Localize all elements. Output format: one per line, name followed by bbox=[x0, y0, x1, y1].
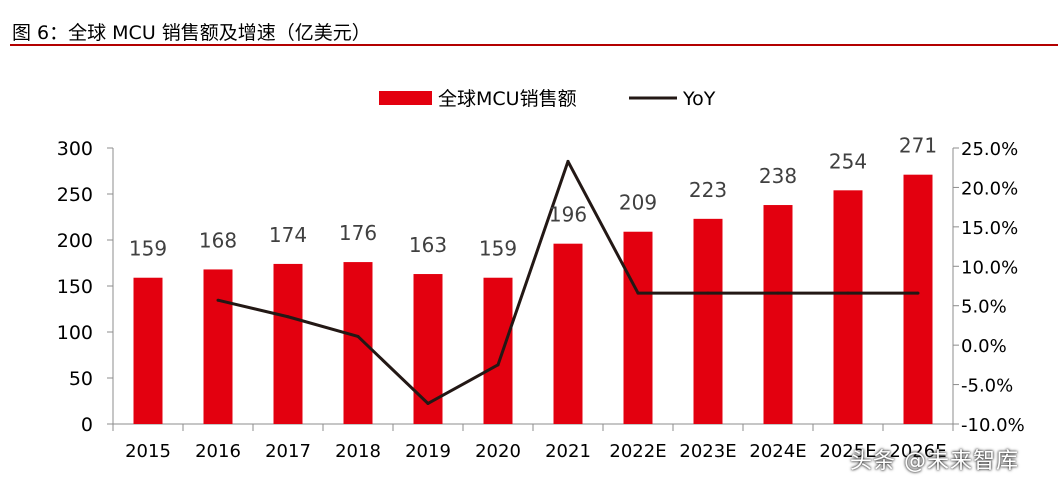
x-tick-label: 2016 bbox=[195, 441, 241, 462]
y-left-tick-label: 200 bbox=[57, 230, 93, 252]
yoy-series bbox=[216, 159, 920, 405]
x-tick-label: 2015 bbox=[125, 441, 171, 462]
bar bbox=[483, 277, 513, 424]
y-left-tick-label: 0 bbox=[81, 414, 93, 436]
y-left-tick-label: 250 bbox=[57, 184, 93, 206]
yoy-point bbox=[426, 401, 430, 405]
y-right-tick-label: 25.0% bbox=[961, 139, 1018, 160]
watermark: 头条 @未来智库 bbox=[850, 449, 1019, 474]
yoy-point bbox=[496, 363, 500, 367]
data-label: 168 bbox=[199, 228, 237, 252]
yoy-point bbox=[776, 291, 780, 295]
legend-label-line: YoY bbox=[682, 88, 716, 110]
data-labels: 159 168 174 176 163 159 196 209 223 238 254 271 bbox=[129, 134, 937, 261]
bar bbox=[273, 263, 303, 424]
x-tick-label: 2026E bbox=[889, 441, 946, 462]
legend: 全球MCU销售额 YoY bbox=[379, 88, 716, 110]
y-right-tick-label: 0.0% bbox=[961, 336, 1007, 357]
data-label: 209 bbox=[619, 191, 657, 215]
yoy-point bbox=[636, 291, 640, 295]
data-label: 196 bbox=[549, 203, 587, 227]
bar bbox=[343, 262, 373, 424]
yoy-point bbox=[566, 159, 570, 163]
y-left-tick-label: 50 bbox=[69, 368, 93, 390]
bar bbox=[763, 205, 793, 424]
yoy-point bbox=[706, 291, 710, 295]
legend-swatch-bar bbox=[379, 91, 432, 105]
data-label: 163 bbox=[409, 233, 447, 257]
yoy-point bbox=[916, 291, 920, 295]
data-label: 174 bbox=[269, 223, 307, 247]
figure-header: 图 6：全球 MCU 销售额及增速（亿美元） bbox=[0, 0, 1058, 46]
y-right-tick-label: -10.0% bbox=[961, 415, 1025, 436]
legend-label-bar: 全球MCU销售额 bbox=[438, 88, 577, 110]
bar bbox=[133, 277, 163, 424]
y-right-tick-label: 20.0% bbox=[961, 178, 1018, 199]
data-label: 176 bbox=[339, 221, 377, 245]
x-tick-label: 2017 bbox=[265, 441, 311, 462]
y-left-tick-label: 150 bbox=[57, 276, 93, 298]
y-right-tick-label: 10.0% bbox=[961, 257, 1018, 278]
x-tick-label: 2022E bbox=[609, 441, 666, 462]
y-left-tick-label: 300 bbox=[57, 138, 93, 160]
x-tick-label: 2023E bbox=[679, 441, 736, 462]
y-right-tick-label: 5.0% bbox=[961, 297, 1007, 318]
y-left-tick-label: 100 bbox=[57, 322, 93, 344]
bar bbox=[623, 231, 653, 424]
yoy-point bbox=[356, 334, 360, 338]
data-label: 159 bbox=[479, 237, 517, 261]
data-label: 254 bbox=[829, 149, 867, 173]
x-tick-label: 2019 bbox=[405, 441, 451, 462]
bar-series bbox=[133, 174, 933, 424]
data-label: 238 bbox=[759, 164, 797, 188]
bar bbox=[203, 269, 233, 424]
bar bbox=[553, 243, 583, 424]
x-tick-label: 2021 bbox=[545, 441, 591, 462]
bar bbox=[833, 190, 863, 424]
x-tick-label: 2018 bbox=[335, 441, 381, 462]
data-label: 271 bbox=[899, 134, 937, 158]
y-right-tick-label: 15.0% bbox=[961, 218, 1018, 239]
x-tick-label: 2024E bbox=[749, 441, 806, 462]
figure-title: 图 6：全球 MCU 销售额及增速（亿美元） bbox=[12, 22, 371, 44]
yoy-point bbox=[846, 291, 850, 295]
x-tick-label: 2020 bbox=[475, 441, 521, 462]
bar bbox=[693, 218, 723, 424]
y-right-tick-label: -5.0% bbox=[961, 376, 1013, 397]
yoy-point bbox=[216, 298, 220, 302]
bar bbox=[903, 174, 933, 424]
x-tick-label: 2025E bbox=[819, 441, 876, 462]
axes: 0 50 100 150 200 250 300 -10.0% -5.0% 0.0% 5.0% 10.… bbox=[57, 138, 1025, 462]
data-label: 223 bbox=[689, 178, 727, 202]
yoy-point bbox=[286, 315, 290, 319]
title-rule bbox=[10, 44, 1058, 46]
data-label: 159 bbox=[129, 237, 167, 261]
